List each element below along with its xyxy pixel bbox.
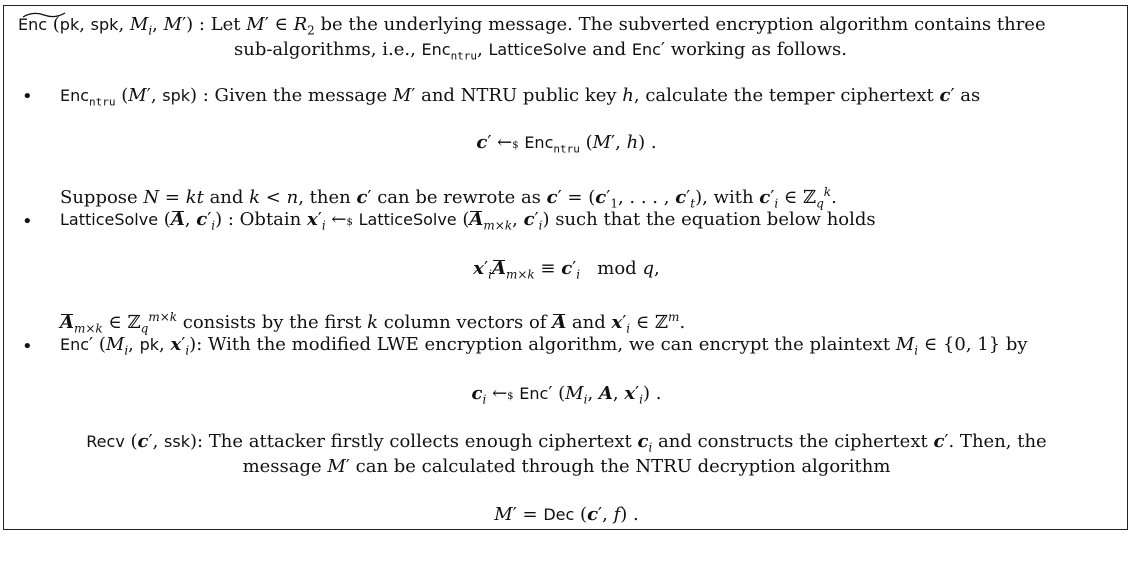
bullet-1-text: Encntru (M′, spk) : Given the message M′…: [60, 85, 981, 109]
recv-line1: Recv (c′, ssk): The attacker firstly col…: [86, 431, 1047, 455]
bullet-1-equation: c′ ←$ Encntru (M′, h) .: [476, 132, 657, 156]
bullet-1-note: Suppose N = kt and k < n, then c′ can be…: [60, 185, 837, 211]
enc-heading-text: : Let M′ ∈ R2 be the underlying message.…: [198, 14, 1046, 38]
enc-heading-line1: Enc (pk, spk, Mi, M′) : Let M′ ∈ R2 be t…: [18, 14, 1046, 42]
recv-line2: message M′ can be calculated through the…: [242, 456, 891, 477]
bullet-3-text: Enc′ (Mi, pk, x′i): With the modified LW…: [60, 334, 1028, 358]
enc-signature: Enc (pk, spk, Mi, M′): [18, 14, 194, 38]
bullet-2-text: LatticeSolve (A, c′i) : Obtain x′i ←$ La…: [60, 209, 876, 233]
enc-heading-line2: sub-algorithms, i.e., Encntru, LatticeSo…: [234, 39, 847, 63]
bullet-1-marker: •: [22, 86, 33, 107]
tilde-accent: [22, 12, 66, 18]
algorithm-box: Enc (pk, spk, Mi, M′) : Let M′ ∈ R2 be t…: [3, 5, 1128, 530]
bullet-2-marker: •: [22, 211, 33, 232]
bullet-3-marker: •: [22, 336, 33, 357]
bullet-2-equation: x′iAm×k ≡ c′i mod q,: [473, 258, 660, 282]
recv-equation: M′ = Dec (c′, f) .: [494, 504, 639, 525]
bullet-2-note: Am×k ∈ ℤqm×k consists by the first k col…: [60, 310, 686, 336]
bullet-3-equation: ci ←$ Enc′ (Mi, A, x′i) .: [471, 383, 662, 407]
